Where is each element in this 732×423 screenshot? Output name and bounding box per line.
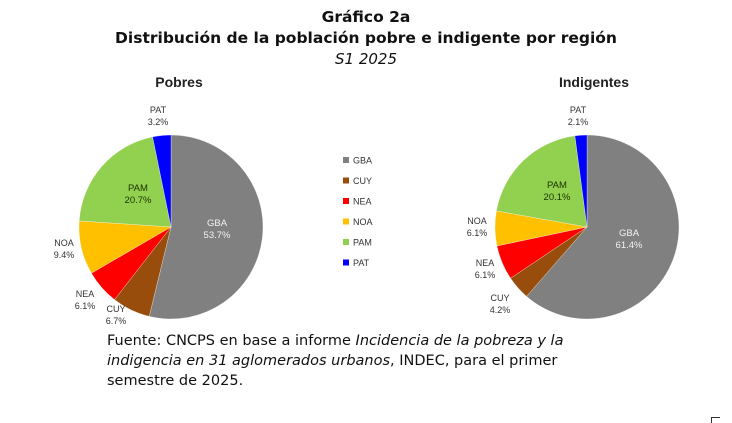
slice-label-noa: NOA [467,216,487,226]
legend-swatch-nea [343,198,349,204]
slice-label-cuy: CUY [490,293,509,303]
slice-value-gba: 61.4% [616,240,643,251]
source-suffix: , INDEC, para el primer semestre de 2025… [107,353,558,389]
legend-label-nea: NEA [353,197,372,207]
slice-value-gba: 53.7% [204,230,231,241]
slice-label-pat: PAT [150,105,167,115]
slice-label-pat: PAT [570,105,587,115]
source-report-title: Incidencia de la pobreza y la indigencia… [107,333,564,369]
legend-swatch-pam [343,239,349,245]
pie-title: Pobres [155,74,203,90]
chart-period: S1 2025 [334,50,397,68]
chart-title: Distribución de la población pobre e ind… [115,29,617,47]
legend-label-gba: GBA [353,156,372,166]
pie-slice-gba [526,134,680,320]
slice-label-nea: NEA [476,258,495,268]
slice-value-noa: 6.1% [467,228,488,238]
slice-value-pat: 3.2% [148,117,169,127]
legend-swatch-gba [343,157,349,163]
legend-label-noa: NOA [353,217,373,227]
pie-slice-pat [152,134,172,228]
legend-label-cuy: CUY [353,176,372,186]
figure-number: Gráfico 2a [321,8,411,26]
slice-label-gba: GBA [619,228,640,239]
pie-title: Indigentes [559,74,629,90]
slice-label-nea: NEA [76,289,95,299]
pie-slice-pam [79,136,172,228]
slice-label-cuy: CUY [106,304,125,314]
slice-value-nea: 6.1% [475,270,496,280]
page-corner-mark [711,417,720,423]
slice-label-pam: PAM [128,183,148,194]
pie-slice-pam [496,135,588,228]
legend-label-pat: PAT [353,258,370,268]
legend-swatch-cuy [343,177,349,184]
source-prefix: Fuente: CNCPS en base a informe [107,333,356,349]
slice-label-gba: GBA [207,218,228,229]
legend-swatch-noa [343,218,349,225]
legend: GBA CUY NEA NOA PAM PAT [343,156,373,268]
slice-label-pam: PAM [547,180,567,191]
slice-value-noa: 9.4% [54,250,75,260]
slice-value-cuy: 6.7% [106,316,127,326]
legend-label-pam: PAM [353,238,372,248]
source-note: Fuente: CNCPS en base a informe Incidenc… [107,331,597,391]
slice-value-pam: 20.1% [544,192,571,203]
slice-value-pam: 20.7% [125,195,152,206]
slice-value-nea: 6.1% [75,301,96,311]
pie-slice-pat [574,134,588,228]
slice-label-noa: NOA [54,238,74,248]
legend-swatch-pat [343,259,349,266]
pie-slice-gba [149,134,264,320]
slice-value-cuy: 4.2% [490,305,511,315]
slice-value-pat: 2.1% [568,117,589,127]
